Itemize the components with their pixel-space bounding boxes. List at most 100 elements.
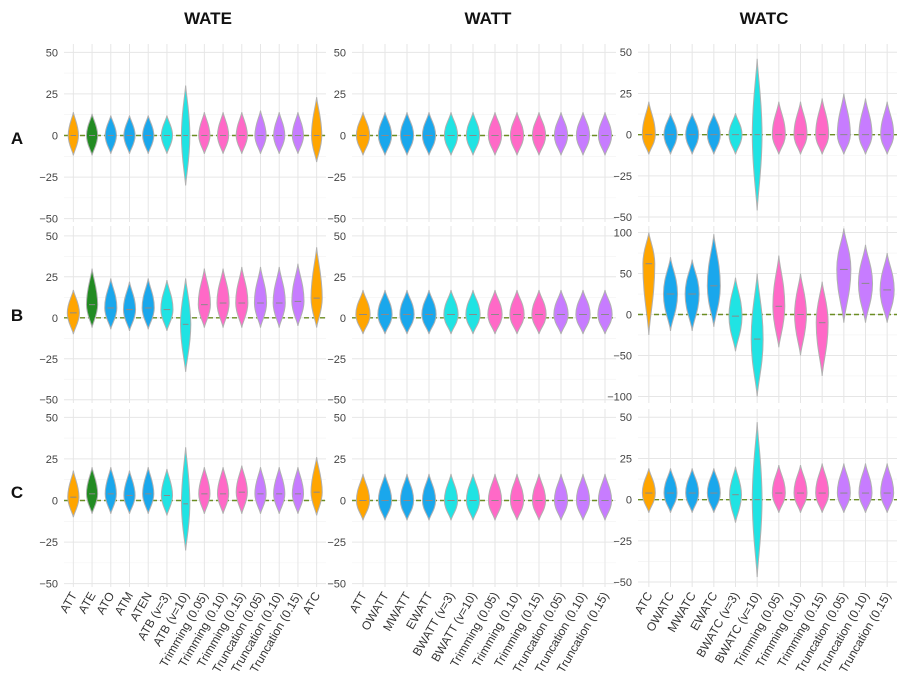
violin-a-watc-3 bbox=[706, 113, 721, 155]
x-tick-label: ATT bbox=[57, 589, 80, 615]
violin-a-watc-1 bbox=[663, 113, 678, 155]
violin-c-wate-6 bbox=[180, 447, 191, 551]
violin-c-watc-1 bbox=[663, 468, 678, 513]
x-tick-label: ATC bbox=[300, 589, 324, 616]
row-label-c: C bbox=[11, 483, 23, 502]
violin-b-watt-10 bbox=[575, 289, 591, 335]
violin-b-watt-11 bbox=[597, 289, 613, 335]
violin-c-wate-7 bbox=[198, 467, 211, 514]
violin-b-wate-1 bbox=[85, 268, 99, 328]
violin-b-watt-2 bbox=[399, 289, 415, 335]
violin-c-wate-2 bbox=[104, 467, 117, 514]
violin-b-wate-6 bbox=[179, 278, 192, 372]
y-tick-label: 0 bbox=[52, 313, 58, 325]
violin-b-wate-11 bbox=[272, 266, 286, 328]
panel-b-watt: 50 25 0 −25 −50 bbox=[327, 226, 616, 407]
violin-c-watc-2 bbox=[685, 468, 700, 513]
y-tick-label: 0 bbox=[52, 495, 58, 507]
violin-c-watc-10 bbox=[858, 463, 873, 513]
violin-b-wate-5 bbox=[160, 280, 174, 331]
violin-a-wate-9 bbox=[235, 112, 248, 154]
violin-a-watt-9 bbox=[553, 112, 569, 156]
column-title-watc: WATC bbox=[740, 9, 789, 28]
violin-b-watt-0 bbox=[355, 289, 371, 335]
violin-a-watc-6 bbox=[771, 101, 786, 155]
violin-b-wate-3 bbox=[122, 281, 137, 331]
y-tick-label: 25 bbox=[46, 89, 58, 101]
panel-a-watc: 50 25 0 −25 −50 bbox=[613, 44, 897, 224]
violin-c-wate-8 bbox=[216, 467, 230, 514]
violin-a-watc-0 bbox=[641, 101, 656, 155]
violin-b-wate-0 bbox=[66, 289, 80, 335]
y-tick-label: 50 bbox=[620, 269, 632, 281]
y-tick-label: 25 bbox=[334, 454, 346, 466]
violin-b-wate-2 bbox=[104, 278, 118, 330]
violin-b-wate-7 bbox=[197, 268, 211, 328]
violin-a-wate-1 bbox=[85, 113, 99, 156]
y-tick-label: −50 bbox=[39, 579, 58, 591]
violin-b-wate-9 bbox=[235, 266, 249, 328]
violin-c-watt-10 bbox=[575, 473, 591, 521]
violin-c-watc-9 bbox=[836, 463, 851, 513]
violin-c-watc-6 bbox=[771, 464, 786, 513]
violin-a-wate-13 bbox=[310, 97, 323, 163]
violin-b-wate-8 bbox=[216, 268, 230, 328]
violin-c-watt-2 bbox=[399, 473, 415, 521]
violin-b-watt-8 bbox=[531, 289, 547, 335]
violin-c-wate-10 bbox=[254, 467, 267, 514]
violin-b-watt-5 bbox=[465, 289, 481, 335]
y-tick-label: 50 bbox=[46, 412, 58, 424]
violin-c-watt-6 bbox=[487, 473, 503, 521]
y-tick-label: 50 bbox=[620, 412, 632, 424]
panel-a-watt: 50 25 0 −25 −50 bbox=[327, 44, 616, 226]
violin-a-wate-7 bbox=[198, 112, 211, 154]
violin-a-watc-8 bbox=[815, 98, 830, 155]
violin-b-watc-0 bbox=[642, 232, 656, 336]
violin-b-watc-2 bbox=[684, 259, 700, 331]
violin-b-watt-3 bbox=[421, 289, 437, 335]
y-tick-label: 100 bbox=[614, 228, 632, 240]
violin-a-watt-0 bbox=[355, 112, 371, 156]
y-tick-label: 50 bbox=[334, 231, 346, 243]
violin-c-watc-7 bbox=[793, 464, 808, 513]
y-tick-label: −25 bbox=[39, 354, 58, 366]
violin-a-watt-3 bbox=[421, 112, 437, 156]
violin-c-wate-3 bbox=[123, 470, 136, 514]
panel-b-wate: 50 25 0 −25 −50 bbox=[39, 226, 326, 407]
column-titles: WATE WATT WATC bbox=[184, 9, 788, 28]
violin-c-watt-4 bbox=[443, 473, 459, 521]
violin-c-watt-5 bbox=[465, 473, 481, 521]
y-tick-label: 0 bbox=[626, 310, 632, 322]
violin-a-wate-2 bbox=[104, 115, 117, 154]
y-tick-label: −25 bbox=[39, 537, 58, 549]
violin-a-watc-11 bbox=[880, 101, 895, 155]
y-tick-label: −50 bbox=[613, 350, 632, 362]
y-tick-label: −25 bbox=[39, 172, 58, 184]
y-tick-label: 0 bbox=[626, 130, 632, 142]
y-tick-label: −50 bbox=[613, 577, 632, 589]
panel-a-wate: 50 25 0 −25 −50 bbox=[39, 44, 326, 226]
violin-a-watt-8 bbox=[531, 112, 547, 156]
violin-c-watc-0 bbox=[641, 468, 656, 513]
panel-b-watc: 100 50 0 −50 −100 bbox=[607, 226, 897, 403]
violin-a-watc-2 bbox=[685, 113, 700, 155]
violin-a-wate-12 bbox=[291, 112, 305, 154]
y-tick-label: 0 bbox=[340, 130, 346, 142]
violin-c-wate-1 bbox=[85, 467, 99, 514]
chart-panels: 50 25 0 −25 −50 50 25 0 −25 −50 50 25 0 −25 −50 50 25 0 −2… bbox=[39, 44, 897, 591]
violin-a-watt-5 bbox=[465, 112, 481, 156]
y-tick-label: −100 bbox=[607, 391, 632, 403]
violin-c-wate-11 bbox=[273, 467, 286, 514]
violin-a-watt-4 bbox=[443, 112, 459, 156]
panel-c-wate: 50 25 0 −25 −50 bbox=[39, 409, 326, 591]
y-tick-label: 50 bbox=[46, 47, 58, 59]
violin-a-watt-7 bbox=[509, 112, 525, 156]
violin-a-watc-4 bbox=[728, 113, 743, 155]
y-tick-label: 50 bbox=[620, 47, 632, 59]
violin-c-watt-7 bbox=[509, 473, 525, 521]
y-tick-label: 0 bbox=[52, 130, 58, 142]
y-tick-label: 50 bbox=[46, 231, 58, 243]
y-tick-label: −25 bbox=[327, 537, 346, 549]
violin-c-wate-5 bbox=[160, 468, 174, 516]
